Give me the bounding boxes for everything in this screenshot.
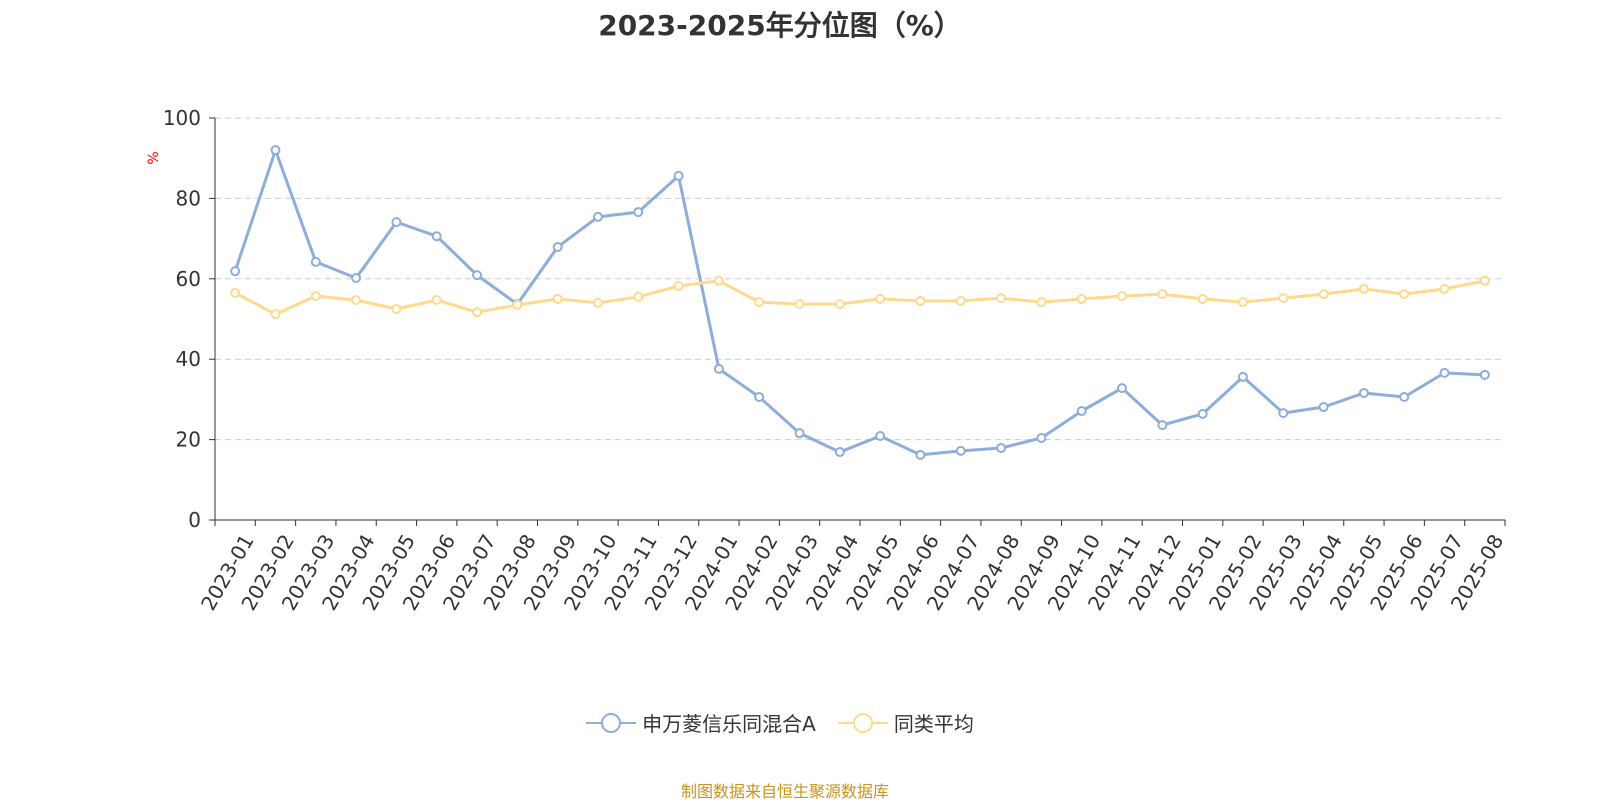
data-point [431,295,442,306]
data-point [1237,297,1248,308]
data-point [230,266,241,277]
series-line-1 [234,279,1486,316]
data-point [1278,293,1289,304]
y-tick-label: 100 [163,106,201,130]
data-point [1399,391,1410,402]
data-point [996,293,1007,304]
data-point [1358,283,1369,294]
data-point [1076,293,1087,304]
y-tick-label: 40 [176,347,201,371]
data-point [270,145,281,156]
data-point [713,275,724,286]
data-point [1157,289,1168,300]
data-point [1358,387,1369,398]
data-point [552,242,563,253]
legend-item[interactable]: 同类平均 [837,708,974,737]
series-line-0 [233,145,1485,457]
data-point [351,272,362,283]
data-point [431,231,442,242]
data-point [1197,293,1208,304]
data-point [915,295,926,306]
data-point [391,217,402,228]
data-point [834,447,845,458]
data-point [794,428,805,439]
data-point [592,297,603,308]
legend-label: 申万菱信乐同混合A [642,712,816,736]
data-point [472,270,483,281]
data-point [230,287,241,298]
y-axis-label: % [146,151,162,164]
source-note: 制图数据来自恒生聚源数据库 [680,782,889,801]
data-point [673,281,684,292]
data-point [472,307,483,318]
legend: 申万菱信乐同混合A 同类平均 [0,708,1560,737]
data-point [351,295,362,306]
data-point [1439,367,1450,378]
chart-title: 2023-2025年分位图（%） [598,9,962,42]
data-point [1439,283,1450,294]
legend-marker-icon [586,712,637,733]
legend-label: 同类平均 [893,712,974,736]
data-point [834,299,845,310]
data-point [1036,297,1047,308]
data-point [875,430,886,441]
data-point [592,211,603,222]
y-tick-label: 80 [176,186,201,210]
data-point [875,293,886,304]
data-point [1479,369,1490,380]
data-point [915,449,926,460]
data-point [552,293,563,304]
data-point [673,170,684,181]
data-point [1479,275,1490,286]
data-point [512,299,523,310]
data-point [633,207,644,218]
data-point [996,443,1007,454]
data-point [713,363,724,374]
legend-marker-icon [837,712,888,733]
data-point [1076,406,1087,417]
data-point [310,256,321,267]
data-point [1399,289,1410,300]
data-point [1117,291,1128,302]
data-point [270,309,281,320]
data-point [391,303,402,314]
data-point [754,391,765,402]
data-point [310,291,321,302]
data-point [1318,402,1329,413]
data-point [955,295,966,306]
data-point [754,297,765,308]
legend-item[interactable]: 申万菱信乐同混合A [586,708,816,737]
data-point [1318,289,1329,300]
data-point [955,445,966,456]
data-point [633,291,644,302]
data-point [1278,408,1289,419]
data-point [1237,371,1248,382]
y-tick-label: 20 [176,428,201,452]
data-point [1036,432,1047,443]
data-point [1157,420,1168,431]
data-point [1117,383,1128,394]
data-point [794,299,805,310]
y-tick-label: 0 [188,508,201,532]
y-tick-label: 60 [176,267,201,291]
data-point [1197,408,1208,419]
